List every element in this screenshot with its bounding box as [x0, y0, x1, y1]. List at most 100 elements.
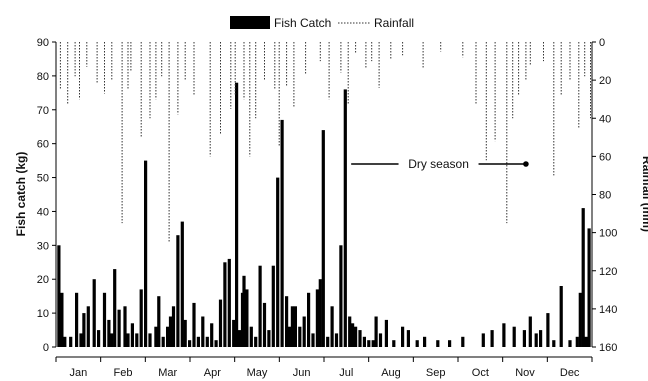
fish-catch-bar — [348, 316, 352, 347]
fish-catch-bar — [232, 319, 236, 347]
fish-catch-bar — [512, 326, 516, 347]
fish-catch-bar — [92, 279, 96, 347]
fish-catch-bar — [285, 296, 289, 347]
fish-catch-bar — [354, 326, 358, 347]
fish-catch-bar — [546, 313, 550, 347]
fish-catch-bar — [157, 296, 161, 347]
fish-catch-bar — [371, 340, 375, 347]
fish-catch-bar — [534, 333, 538, 347]
fish-catch-bar — [102, 292, 107, 347]
fish-catch-bar — [63, 336, 67, 347]
fish-catch-bar — [267, 330, 271, 347]
fish-catch-bar — [502, 323, 506, 347]
fish-catch-bar — [262, 302, 267, 347]
fish-catch-bar — [581, 208, 585, 347]
fish-catch-bar — [130, 323, 134, 347]
fish-catch-bar — [97, 330, 101, 347]
fish-catch-bar — [436, 340, 440, 347]
fish-catch-bar — [401, 326, 405, 347]
fish-catch-bar — [330, 306, 334, 347]
fish-catch-bar — [522, 330, 526, 347]
fish-catch-bar — [339, 245, 343, 347]
fish-catch-bar — [227, 258, 231, 347]
fish-catch-bar — [180, 221, 184, 347]
fish-catch-bar — [254, 336, 258, 347]
y-tick-label-left: 10 — [37, 308, 49, 320]
x-tick-label: May — [247, 367, 268, 379]
x-tick-label: Dec — [560, 367, 580, 379]
y-axis-title-left: Fish catch (kg) — [14, 152, 28, 237]
y-tick-label-right: 80 — [599, 190, 611, 202]
fish-catch-bar — [249, 326, 253, 347]
fish-catch-bar — [287, 326, 292, 347]
fish-catch-bar — [406, 330, 410, 347]
dry-season-annotation: Dry season — [351, 157, 529, 171]
fish-catch-bar — [154, 326, 158, 347]
y-tick-label-left: 80 — [37, 71, 49, 83]
fish-catch-bar — [343, 89, 347, 348]
legend-label-fish-catch: Fish Catch — [274, 16, 331, 30]
fish-catch-bar — [552, 340, 556, 347]
fish-catch-bar — [448, 340, 452, 347]
fish-catch-bar — [302, 316, 306, 347]
fish-catch-bar — [362, 336, 366, 347]
fish-catch-bar — [280, 119, 284, 348]
fish-catch-bar — [201, 316, 205, 347]
fish-catch-bar — [276, 177, 280, 347]
fish-catch-bar — [415, 340, 419, 347]
fish-catch-bar — [271, 265, 275, 347]
legend: Fish Catch Rainfall — [230, 16, 414, 30]
fish-catch-bar — [539, 330, 543, 347]
fish-catch-bar — [334, 333, 339, 347]
y-tick-label-right: 120 — [599, 266, 617, 278]
y-tick-label-left: 60 — [37, 139, 49, 151]
fish-catch-bar — [293, 306, 297, 347]
fish-catch-bar — [161, 336, 165, 347]
x-tick-label: Jan — [69, 367, 87, 379]
y-tick-label-right: 60 — [599, 151, 611, 163]
fish-catch-bar — [238, 330, 242, 347]
fish-catch-bar — [110, 333, 114, 347]
legend-swatch-fish-catch — [230, 16, 270, 29]
fish-catch-bar — [423, 336, 427, 347]
fish-catch-bar — [307, 292, 311, 347]
fish-catch-bar — [315, 289, 319, 347]
rainfall-lines — [59, 42, 591, 243]
fish-catch-bar — [481, 333, 485, 347]
fish-catch-bar — [358, 330, 362, 347]
fish-catch-bar — [245, 289, 249, 347]
fish-catch-bar — [218, 299, 223, 347]
y-tick-label-right: 0 — [599, 37, 605, 49]
y-tick-label-left: 20 — [37, 274, 49, 286]
y-tick-label-right: 160 — [599, 342, 617, 354]
x-tick-label: Aug — [381, 367, 401, 379]
y-tick-label-left: 40 — [37, 206, 49, 218]
fish-catch-bar — [367, 340, 371, 347]
fish-catch-bar — [568, 340, 572, 347]
fish-catch-bar — [321, 130, 325, 347]
legend-label-rainfall: Rainfall — [374, 16, 414, 30]
fish-catch-bar — [86, 306, 90, 347]
y-tick-label-right: 40 — [599, 113, 611, 125]
fish-catch-bar — [298, 326, 302, 347]
fish-catch-bar — [60, 292, 64, 347]
fish-catch-bar — [57, 245, 61, 347]
y-tick-label-left: 50 — [37, 173, 49, 185]
fish-catch-bar — [311, 333, 315, 347]
fish-catch-bar — [384, 319, 388, 347]
fish-catch-bar — [107, 319, 111, 347]
fish-catch-bar — [205, 336, 209, 347]
fish-catch-bar — [214, 340, 218, 347]
dry-season-label: Dry season — [408, 157, 469, 171]
fish-catch-bar — [528, 316, 532, 347]
fish-catch-bar — [575, 336, 579, 347]
axes: 0 10 20 30 40 50 60 70 80 90 0 20 40 60 80 100 120 140 160… — [37, 37, 618, 379]
fish-catch-bar — [171, 306, 176, 347]
fish-catch-bar — [326, 336, 330, 347]
fish-catch-bar — [318, 279, 322, 347]
x-tick-label: Feb — [114, 367, 133, 379]
fish-catch-bar — [176, 235, 180, 347]
fish-catch-bar — [135, 333, 139, 347]
fish-catch-bar — [587, 228, 591, 347]
